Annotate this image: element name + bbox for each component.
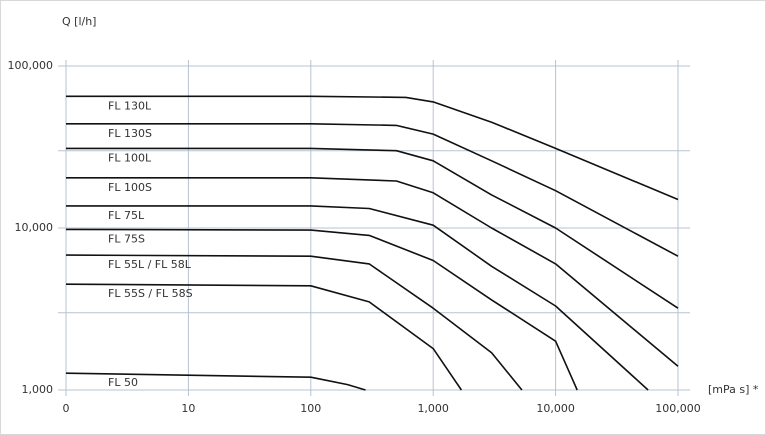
x-tick-label: 10 [181,402,195,415]
curve-label: FL 50 [108,376,138,389]
curve-label: FL 100L [108,151,152,164]
curve-label: FL 75L [108,209,145,222]
x-axis-label: [mPa s] * [708,383,759,396]
curve [65,372,366,391]
y-tick-label: 10,000 [15,221,54,234]
curve [66,95,679,201]
x-tick-label: 100,000 [655,402,701,415]
x-tick-label: 0 [63,402,70,415]
y-tick-label: 100,000 [8,59,54,72]
y-tick-label: 1,000 [22,383,54,396]
curve [66,205,649,391]
curve-label: FL 55L / FL 58L [108,258,192,271]
curve [66,147,679,309]
curve [65,254,523,391]
x-tick-label: 100 [300,402,321,415]
curve-label: FL 55S / FL 58S [108,287,193,300]
y-axis-label: Q [l/h] [62,15,96,28]
curve-label: FL 130L [108,99,152,112]
curve [66,177,679,367]
curve [65,283,463,391]
curve-label: FL 130S [108,127,152,140]
x-tick-label: 1,000 [417,402,449,415]
curve [65,228,578,391]
x-tick-label: 10,000 [536,402,575,415]
curve [66,123,679,257]
curve-label: FL 100S [108,181,152,194]
curve-label: FL 75S [108,232,145,245]
